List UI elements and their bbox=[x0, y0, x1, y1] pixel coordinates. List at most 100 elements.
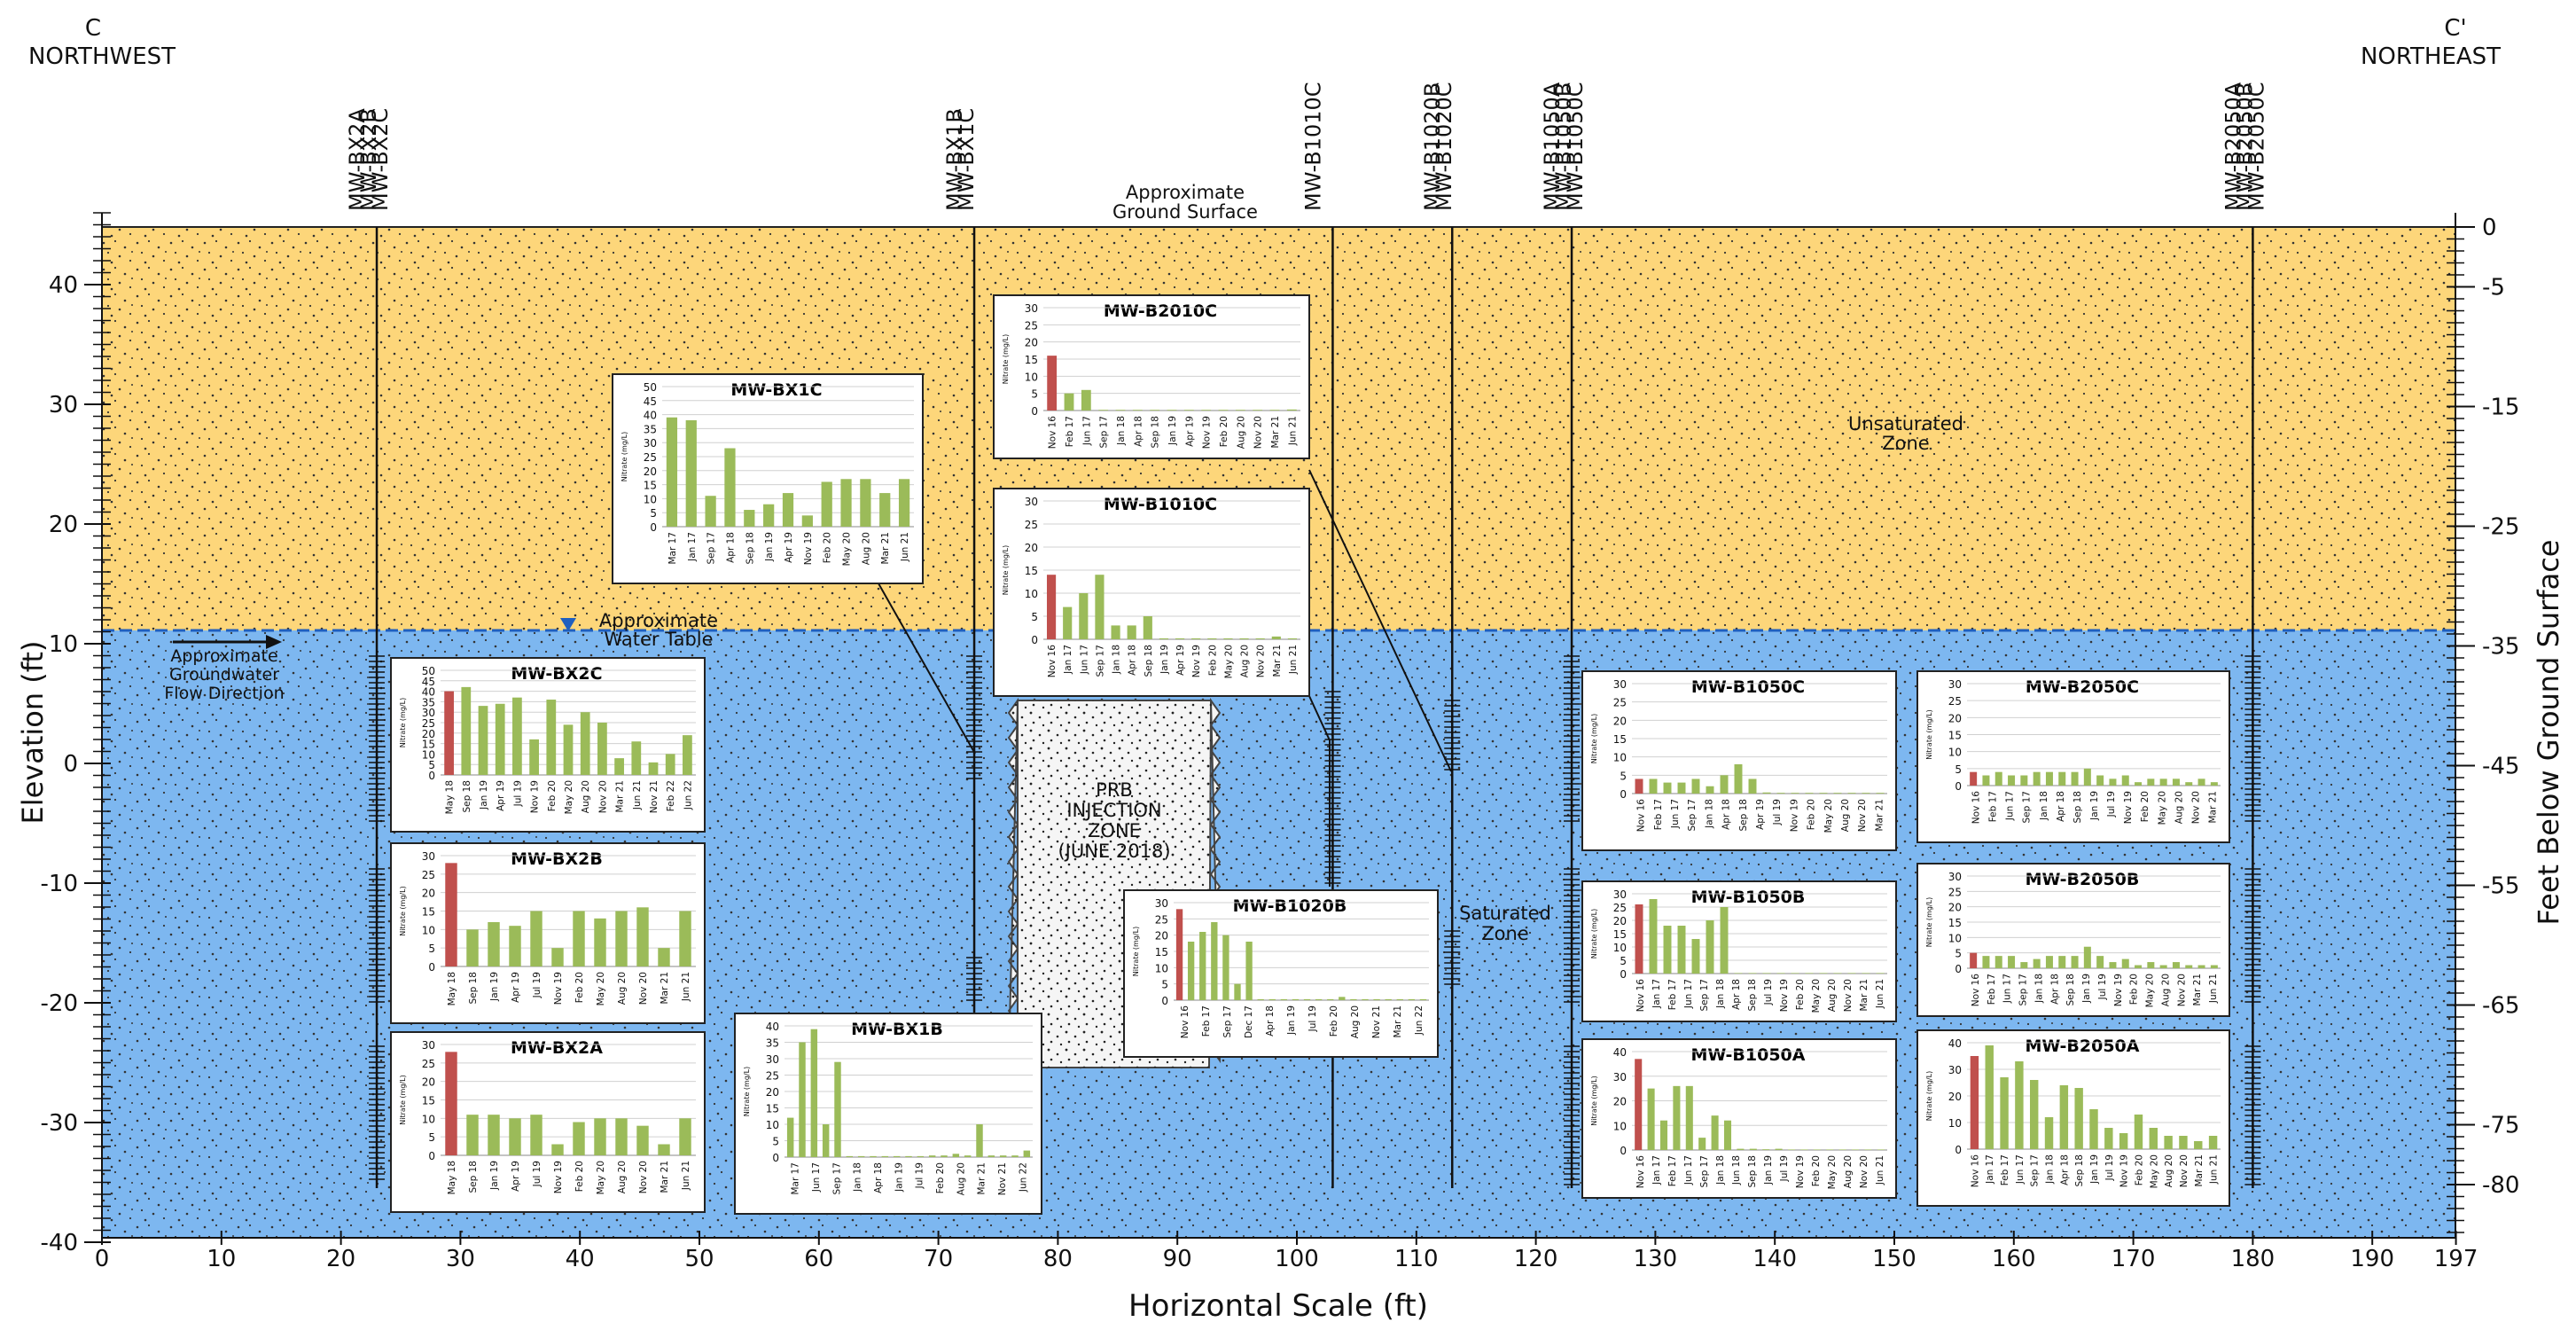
chart-y-label: Nitrate (mg/L) bbox=[1590, 714, 1598, 763]
chart-frame bbox=[1916, 863, 2230, 1017]
x-tick-label: 40 bbox=[566, 1246, 595, 1272]
chart-y-label: Nitrate (mg/L) bbox=[1002, 334, 1010, 384]
chart-bar bbox=[614, 758, 624, 775]
chart-y-label: Nitrate (mg/L) bbox=[1590, 909, 1598, 958]
chart-bar bbox=[1183, 410, 1194, 411]
chart-bar bbox=[2109, 962, 2117, 968]
chart-x-tick: Sep 18 bbox=[2073, 791, 2083, 824]
chart-x-tick: Feb 17 bbox=[1988, 791, 1999, 822]
chart-x-tick: Jul 19 bbox=[1763, 979, 1774, 1005]
section-left-direction: NORTHWEST bbox=[28, 43, 176, 70]
chart-x-tick: Sep 18 bbox=[468, 1161, 479, 1193]
chart-y-tick: 0 bbox=[1620, 1145, 1627, 1157]
chart-title: MW-B2010C bbox=[1104, 301, 1217, 321]
depth-tick-label: -80 bbox=[2482, 1172, 2519, 1199]
chart-bar bbox=[1762, 792, 1771, 794]
chart-y-label: Nitrate (mg/L) bbox=[1132, 927, 1140, 976]
chart-x-tick: Apr 19 bbox=[511, 1161, 521, 1192]
chart-x-tick: Jun 21 bbox=[2209, 1154, 2220, 1185]
x-tick-label: 180 bbox=[2231, 1246, 2275, 1272]
chart-x-tick: Jul 19 bbox=[1779, 1155, 1790, 1182]
chart-x-tick: Aug 20 bbox=[1236, 416, 1246, 449]
chart-y-tick: 5 bbox=[1955, 948, 1962, 960]
chart-bar bbox=[1111, 625, 1120, 639]
chart-x-tick: Jan 18 bbox=[853, 1162, 863, 1193]
chart-bar bbox=[999, 1155, 1007, 1157]
chart-y-tick: 15 bbox=[1025, 354, 1038, 366]
chart-x-tick: Jun 21 bbox=[632, 780, 643, 810]
chart-bar bbox=[2020, 775, 2028, 786]
chart-x-tick: Jul 19 bbox=[532, 972, 543, 998]
chart-x-tick: Jan 17 bbox=[687, 532, 698, 562]
chart-frame bbox=[734, 1013, 1042, 1215]
chart-bar bbox=[1280, 998, 1288, 1000]
chart-x-tick: Nov 20 bbox=[1859, 1155, 1870, 1188]
chart-title: MW-B1050C bbox=[1691, 677, 1805, 697]
flow-label-3: Flow Direction bbox=[164, 684, 284, 703]
chart-x-tick: May 20 bbox=[2157, 791, 2167, 825]
chart-y-label: Nitrate (mg/L) bbox=[1002, 545, 1010, 595]
well-label: MW-BX1B bbox=[942, 108, 967, 211]
chart-frame bbox=[390, 1031, 706, 1213]
chart-bar bbox=[615, 911, 628, 966]
chart-bar bbox=[2083, 946, 2091, 968]
chart-bar bbox=[551, 1144, 564, 1155]
flow-label: Approximate bbox=[170, 646, 277, 666]
chart-x-tick: Apr 19 bbox=[1184, 416, 1195, 447]
chart-bar bbox=[445, 863, 457, 966]
chart-x-tick: Apr 18 bbox=[2059, 1154, 2070, 1185]
chart-frame bbox=[1916, 670, 2230, 843]
chart-x-tick: Sep 17 bbox=[706, 532, 717, 565]
chart-bar bbox=[1081, 389, 1091, 411]
chart-x-tick: Mar 21 bbox=[1270, 416, 1281, 449]
chart-bar bbox=[1079, 593, 1089, 639]
chart-y-tick: 25 bbox=[1155, 913, 1168, 926]
chart-x-tick: Aug 20 bbox=[581, 780, 591, 813]
elevation-tick-label: 30 bbox=[49, 392, 78, 419]
chart-bar bbox=[1150, 410, 1160, 411]
chart-mw-b2050b: MW-B2050B Nitrate (mg/L) 0 5 10 15 20 25 30 Nov 1… bbox=[1916, 863, 2230, 1017]
chart-x-tick: Nov 20 bbox=[1857, 799, 1868, 832]
chart-y-tick: 30 bbox=[1025, 302, 1038, 315]
chart-bar bbox=[1762, 973, 1771, 974]
chart-bar bbox=[594, 918, 606, 966]
chart-y-tick: 5 bbox=[772, 1136, 779, 1148]
chart-bar bbox=[763, 504, 775, 527]
chart-bar bbox=[905, 1155, 912, 1157]
chart-bar bbox=[1257, 998, 1264, 1000]
chart-y-tick: 20 bbox=[422, 728, 435, 740]
chart-bar bbox=[2185, 965, 2193, 968]
chart-bar bbox=[1698, 1138, 1706, 1150]
chart-x-tick: Jan 19 bbox=[479, 780, 489, 810]
chart-y-tick: 35 bbox=[422, 696, 435, 708]
chart-x-tick: May 20 bbox=[1223, 645, 1234, 678]
depth-tick-label: -75 bbox=[2482, 1113, 2519, 1139]
chart-x-tick: Nov 19 bbox=[553, 1161, 564, 1193]
chart-y-tick: 15 bbox=[1613, 928, 1627, 941]
chart-bar bbox=[846, 1155, 854, 1157]
chart-x-tick: Jun 21 bbox=[681, 972, 691, 1002]
chart-bar bbox=[893, 1155, 901, 1157]
chart-x-tick: Sep 17 bbox=[1099, 416, 1110, 449]
chart-bar bbox=[597, 723, 607, 775]
chart-bar bbox=[1748, 778, 1757, 794]
chart-x-tick: Feb 17 bbox=[1667, 1155, 1678, 1186]
chart-y-tick: 5 bbox=[428, 943, 435, 955]
chart-bar bbox=[964, 1155, 972, 1157]
chart-x-tick: Sep 17 bbox=[2018, 974, 2029, 1006]
chart-y-tick: 30 bbox=[644, 437, 657, 450]
well-label: MW-B2050A bbox=[2221, 82, 2245, 211]
chart-y-tick: 40 bbox=[766, 1021, 779, 1033]
chart-y-tick: 0 bbox=[1955, 780, 1962, 793]
chart-bar bbox=[1255, 638, 1265, 639]
chart-bar bbox=[2135, 782, 2143, 786]
chart-bar bbox=[666, 417, 678, 527]
depth-tick-label: -15 bbox=[2482, 395, 2519, 421]
chart-bar bbox=[2185, 782, 2193, 786]
chart-x-tick: Nov 20 bbox=[1843, 979, 1854, 1012]
chart-title: MW-B1050B bbox=[1691, 888, 1806, 907]
chart-x-tick: Sep 18 bbox=[1738, 799, 1749, 832]
chart-x-tick: Jul 19 bbox=[915, 1162, 925, 1189]
chart-bar bbox=[495, 703, 505, 775]
chart-x-tick: May 18 bbox=[445, 780, 456, 814]
